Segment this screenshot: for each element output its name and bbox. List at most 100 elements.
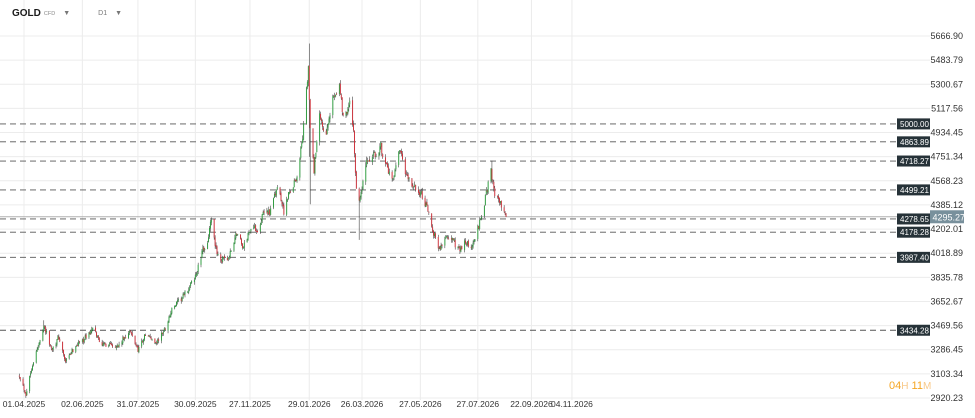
- y-tick-label: 4202.01: [930, 224, 963, 234]
- candle: [367, 157, 369, 165]
- candle: [360, 190, 362, 200]
- candle: [494, 185, 496, 199]
- candle: [188, 287, 190, 295]
- candle-body: [81, 339, 83, 342]
- candle-body: [121, 342, 123, 345]
- candle-body: [361, 189, 363, 192]
- candle: [368, 160, 370, 162]
- candle: [203, 245, 205, 253]
- candle-body: [280, 193, 282, 202]
- candle: [402, 151, 403, 161]
- candle: [437, 234, 439, 252]
- level-tag: 4863.89: [897, 136, 930, 148]
- candle-body: [259, 224, 261, 232]
- candle: [151, 338, 153, 341]
- candle: [326, 123, 328, 135]
- level-tag-label: 4178.28: [900, 228, 929, 237]
- candle-body: [155, 342, 157, 344]
- candle: [483, 205, 485, 219]
- candle: [36, 347, 38, 352]
- x-tick-label: 30.09.2025: [174, 399, 217, 409]
- candle-body: [82, 338, 84, 343]
- timeframe-selector[interactable]: D1 ▼: [98, 10, 122, 17]
- candle-body: [471, 246, 473, 249]
- candle-body: [328, 118, 330, 125]
- candle-body: [353, 124, 354, 131]
- candle-body: [270, 208, 272, 215]
- candle-body: [37, 346, 39, 350]
- candle-body: [230, 250, 232, 252]
- candle: [62, 341, 64, 353]
- candle: [64, 357, 66, 364]
- candle: [46, 328, 48, 335]
- candle-body: [336, 93, 338, 95]
- candle-body: [194, 274, 196, 280]
- candle: [110, 341, 112, 345]
- candle: [458, 244, 460, 249]
- candle-body: [380, 142, 382, 147]
- candle-body: [333, 96, 335, 98]
- candle-body: [418, 192, 420, 196]
- candle-body: [144, 334, 145, 340]
- candle: [347, 106, 349, 116]
- candle: [355, 170, 357, 189]
- candle-body: [300, 147, 302, 158]
- y-tick-label: 4934.45: [930, 128, 963, 138]
- candle-body: [161, 332, 163, 334]
- candle: [408, 176, 410, 182]
- candle-body: [428, 211, 430, 213]
- candle: [487, 180, 489, 194]
- candle-body: [398, 151, 400, 165]
- candle: [327, 123, 329, 131]
- candle: [135, 342, 137, 347]
- candle: [57, 335, 59, 340]
- candle: [171, 307, 173, 315]
- candle: [191, 280, 193, 284]
- level-tag-bg: [897, 136, 930, 148]
- candle-body: [168, 316, 170, 323]
- candle: [441, 244, 443, 249]
- candle: [346, 111, 348, 117]
- level-tag-bg: [897, 118, 930, 130]
- candle: [136, 344, 138, 348]
- candle: [234, 234, 236, 245]
- x-tick-label: 27.05.2026: [399, 399, 442, 409]
- y-tick-label: 5483.79: [930, 55, 963, 65]
- candle-body: [170, 312, 172, 317]
- candle-body: [39, 340, 41, 344]
- candle: [299, 157, 301, 181]
- candle: [341, 97, 343, 116]
- candle-body: [72, 349, 74, 353]
- candle-body: [485, 190, 487, 195]
- candle: [158, 337, 160, 344]
- candle-body: [419, 192, 421, 196]
- candle: [215, 242, 217, 250]
- candle: [250, 228, 252, 234]
- candle: [375, 153, 377, 158]
- candle: [262, 210, 264, 215]
- candle: [400, 150, 402, 154]
- candle: [103, 341, 105, 346]
- candle: [306, 80, 308, 90]
- candle-body: [437, 236, 439, 249]
- candle-body: [286, 199, 288, 215]
- candle-body: [76, 345, 78, 347]
- candle: [450, 235, 452, 243]
- candle-body: [379, 146, 381, 153]
- candle-body: [250, 228, 252, 232]
- candle: [353, 120, 354, 133]
- candle-body: [365, 165, 367, 182]
- symbol-selector[interactable]: GOLD CFD ▼: [12, 8, 70, 19]
- candle: [342, 112, 344, 117]
- candle-body: [156, 342, 158, 344]
- candle: [276, 184, 278, 191]
- candle: [35, 350, 37, 364]
- candle-body: [354, 154, 356, 173]
- candle: [95, 325, 97, 333]
- candle: [116, 343, 118, 348]
- candle-body: [420, 191, 422, 194]
- candle-body: [359, 197, 361, 202]
- candle-body: [56, 339, 58, 345]
- candle-body: [325, 130, 327, 135]
